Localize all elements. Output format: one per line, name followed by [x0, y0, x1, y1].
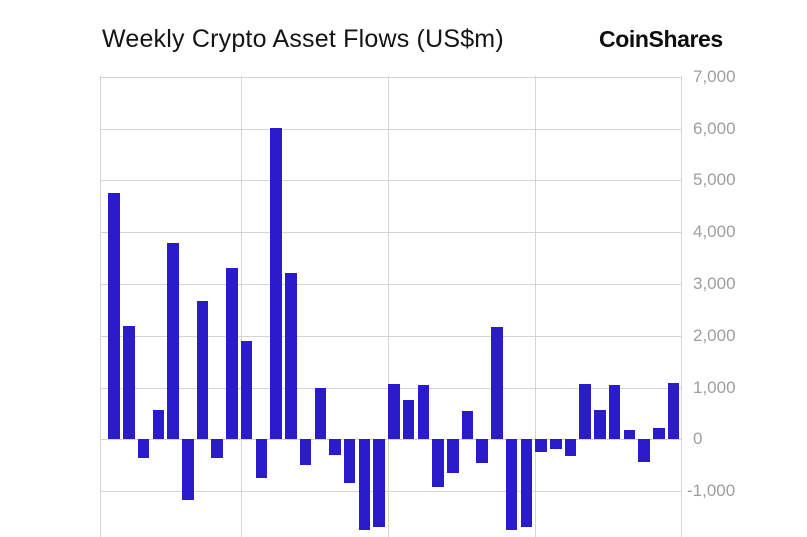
chart-title: Weekly Crypto Asset Flows (US$m): [102, 25, 504, 53]
flow-bar-week-4: [152, 409, 165, 440]
flow-bar-week-28: [505, 439, 518, 530]
gridline-y-4000: [100, 232, 682, 234]
y-axis-tick-label: 1,000: [693, 377, 736, 397]
flow-bar-week-23: [432, 439, 444, 488]
gridline-y-2000: [100, 335, 682, 337]
flow-bar-week-7: [196, 301, 209, 440]
gridline-x: [241, 76, 242, 537]
flow-bar-week-37: [638, 439, 650, 462]
flow-bar-week-1: [108, 193, 120, 440]
flow-bar-week-31: [550, 439, 562, 449]
flow-bar-week-30: [535, 439, 547, 453]
flow-bar-week-2: [123, 325, 135, 440]
flow-bar-week-32: [564, 439, 577, 457]
y-axis-tick-label: -1,000: [687, 481, 736, 501]
gridline-x: [534, 76, 536, 537]
y-axis-tick-label: 4,000: [693, 222, 736, 242]
gridline-x: [388, 76, 389, 537]
flow-bar-week-27: [491, 326, 503, 440]
flow-bar-week-25: [461, 410, 474, 440]
flow-bar-week-38: [653, 428, 665, 440]
flow-bar-week-14: [299, 439, 312, 465]
flow-bar-week-9: [226, 268, 238, 440]
plot-left-border: [100, 76, 101, 537]
flow-bar-week-24: [447, 439, 459, 473]
gridline-y-7000: [100, 76, 682, 78]
flow-bar-week-8: [211, 439, 223, 458]
gridline-y-3000: [100, 283, 682, 285]
flow-bar-week-18: [358, 439, 371, 530]
flow-bar-week-33: [579, 384, 591, 440]
flow-bar-week-36: [623, 429, 636, 440]
flow-bar-week-39: [667, 382, 680, 440]
gridline-y-5000: [100, 180, 682, 182]
flow-bar-week-13: [285, 273, 297, 440]
plot-right-border: [681, 76, 682, 537]
plot-area: [100, 76, 682, 537]
flow-bar-week-22: [417, 384, 430, 440]
coinshares-logo: CoinShares: [599, 26, 723, 52]
gridline-y--1000: [100, 491, 682, 493]
flow-bar-week-35: [608, 384, 621, 440]
flow-bar-week-19: [373, 439, 385, 528]
flow-bar-week-10: [240, 340, 253, 440]
flow-bar-week-16: [329, 439, 341, 455]
flow-bar-week-29: [520, 439, 533, 528]
y-axis-tick-label: 2,000: [693, 325, 736, 345]
y-axis-tick-label: 7,000: [693, 66, 736, 86]
y-axis-tick-label: 6,000: [693, 118, 736, 138]
y-axis-tick-label: 3,000: [693, 273, 736, 293]
flow-bar-week-20: [388, 383, 400, 440]
flow-bar-week-21: [402, 400, 415, 440]
y-axis-tick-label: 5,000: [693, 170, 736, 190]
flow-bar-week-6: [182, 439, 194, 501]
flow-bar-week-34: [594, 409, 606, 440]
flow-bar-week-12: [270, 128, 282, 440]
y-axis-tick-label: 0: [693, 429, 703, 449]
flow-bar-week-15: [314, 388, 327, 440]
flow-bar-week-5: [167, 243, 179, 440]
flow-bar-week-11: [255, 439, 268, 478]
flow-bar-week-3: [137, 439, 150, 458]
flow-bar-week-17: [343, 439, 356, 483]
gridline-y-6000: [100, 128, 682, 130]
gridline-y-0: [100, 439, 682, 441]
flow-bar-week-26: [476, 439, 488, 464]
